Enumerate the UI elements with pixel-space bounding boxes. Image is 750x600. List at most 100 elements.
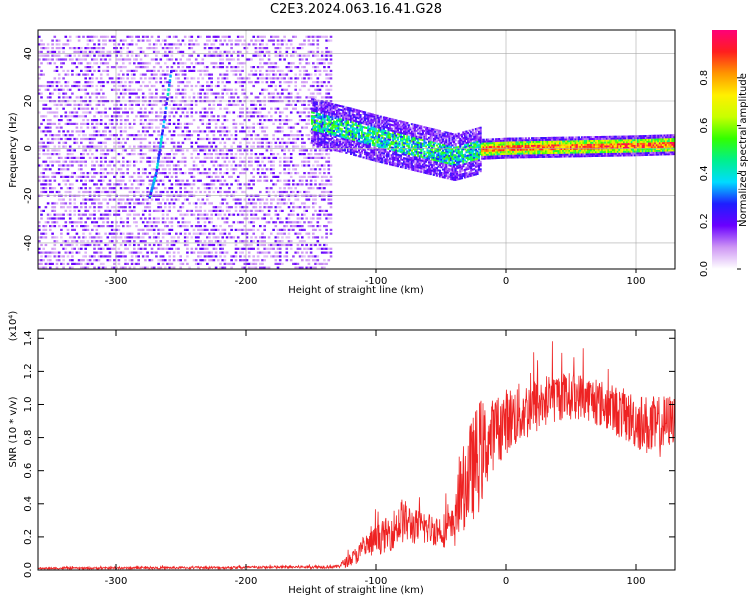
heatmap-cell [124,107,127,110]
heatmap-cell [272,92,275,95]
heatmap-cell [309,84,313,88]
heatmap-cell [97,141,101,144]
heatmap-cell [307,115,311,118]
heatmap-cell [241,126,244,129]
heatmap-cell [263,243,266,247]
heatmap-cell [327,198,331,201]
heatmap-cell [289,130,293,133]
heatmap-cell [150,134,154,137]
heatmap-cell [309,77,313,80]
heatmap-cell [166,262,169,265]
heatmap-cell [192,160,196,163]
heatmap-cell [305,190,308,194]
heatmap-cell [161,103,165,106]
heatmap-cell [316,247,320,250]
heatmap-cell [122,130,125,133]
heatmap-cell [183,88,187,91]
heatmap-cell [309,130,313,133]
heatmap-cell [301,84,304,88]
heatmap-cell [179,81,182,84]
heatmap-cell [126,217,129,220]
heatmap-cell [317,116,320,119]
heatmap-cell [130,183,134,186]
heatmap-cell [172,62,176,65]
heatmap-cell [124,266,127,269]
heatmap-cell [190,213,194,216]
heatmap-cell [95,232,99,235]
heatmap-cell [150,247,154,250]
heatmap-cell [148,243,152,247]
heatmap-cell [130,149,134,152]
heatmap-cell [115,160,118,163]
heatmap-cell [241,66,244,69]
heatmap-cell [337,127,340,130]
heatmap-cell [245,137,249,141]
heatmap-cell [159,43,163,46]
heatmap-cell [51,164,54,167]
heatmap-cell [236,39,240,42]
heatmap-cell [208,190,211,194]
heatmap-cell [139,202,143,205]
heatmap-cell [46,175,50,178]
heatmap-cell [75,122,79,125]
heatmap-cell [206,183,209,186]
heatmap-cell [217,175,220,178]
heatmap-cell [219,130,222,133]
heatmap-cell [95,35,99,38]
heatmap-cell [250,247,253,250]
heatmap-cell [314,123,317,126]
heatmap-cell [128,103,132,106]
heatmap-cell [270,206,273,209]
heatmap-cell [60,243,63,247]
heatmap-cell [104,126,107,129]
heatmap-cell [168,119,171,122]
heatmap-cell [316,153,320,156]
heatmap-cell [247,262,251,265]
heatmap-cell [272,81,275,84]
heatmap-cell [296,266,300,269]
heatmap-cell [84,228,87,231]
heatmap-cell [38,247,41,250]
heatmap-cell [108,137,112,141]
heatmap-cell [80,262,83,265]
heatmap-cell [190,111,194,114]
heatmap-cell [219,66,222,69]
heatmap-cell [170,247,174,250]
heatmap-cell [139,141,143,144]
heatmap-cell [292,179,295,182]
heatmap-cell [38,92,41,95]
heatmap-cell [221,115,224,118]
heatmap-cell [122,96,125,99]
heatmap-cell [53,213,57,216]
heatmap-cell [117,50,121,53]
heatmap-cell [80,115,83,118]
heatmap-cell [340,145,343,148]
heatmap-cell [146,145,149,148]
heatmap-cell [272,228,275,231]
heatmap-cell [88,134,92,137]
heatmap-cell [294,73,297,76]
heatmap-cell [214,39,218,42]
heatmap-cell [263,217,266,220]
heatmap-cell [49,179,52,182]
heatmap-cell [298,232,302,235]
heatmap-cell [318,132,321,135]
heatmap-cell [40,62,43,65]
heatmap-cell [318,168,322,171]
heatmap-cell [261,153,264,156]
heatmap-cell [223,145,227,148]
heatmap-cell [334,120,337,123]
heatmap-cell [259,141,262,144]
heatmap-cell [315,140,318,143]
heatmap-cell [263,206,266,209]
heatmap-cell [62,206,65,209]
heatmap-cell [243,190,247,194]
heatmap-cell [239,153,242,156]
heatmap-cell [199,225,202,228]
heatmap-cell [323,146,326,149]
heatmap-cell [113,126,116,129]
heatmap-cell [303,43,306,46]
heatmap-cell [99,160,103,163]
heatmap-cell [321,140,325,143]
heatmap-cell [86,43,90,46]
